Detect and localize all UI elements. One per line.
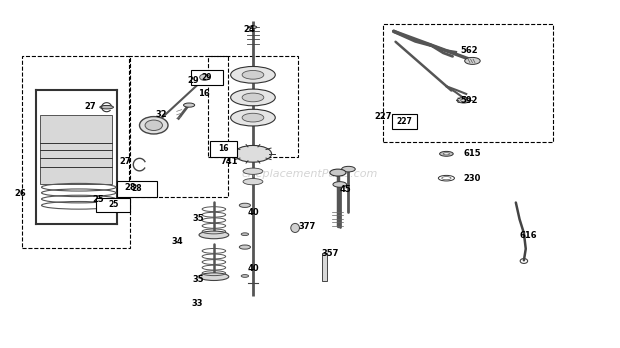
Ellipse shape <box>140 117 168 134</box>
Text: 16: 16 <box>198 89 210 98</box>
Text: 27: 27 <box>84 102 96 111</box>
Text: 35: 35 <box>193 214 205 223</box>
Text: 25: 25 <box>108 200 118 209</box>
Ellipse shape <box>231 66 275 83</box>
Ellipse shape <box>243 179 263 185</box>
Bar <box>96 198 130 212</box>
Bar <box>208 56 298 157</box>
Ellipse shape <box>231 109 275 126</box>
Bar <box>40 115 112 184</box>
Bar <box>210 141 237 157</box>
Ellipse shape <box>465 57 480 64</box>
Text: 357: 357 <box>321 249 339 258</box>
Text: 616: 616 <box>520 231 537 240</box>
Bar <box>191 70 223 85</box>
Text: 40: 40 <box>248 208 260 217</box>
Ellipse shape <box>333 182 347 187</box>
Text: 592: 592 <box>460 96 477 105</box>
Text: 33: 33 <box>192 299 203 308</box>
Ellipse shape <box>330 169 346 176</box>
Text: 562: 562 <box>460 46 477 55</box>
Text: 35: 35 <box>193 275 205 284</box>
Text: 227: 227 <box>396 117 412 126</box>
Ellipse shape <box>200 74 210 80</box>
Text: 230: 230 <box>464 174 481 183</box>
Text: 227: 227 <box>374 112 392 121</box>
Text: 29: 29 <box>187 76 199 85</box>
Text: 28: 28 <box>131 184 142 193</box>
Text: 26: 26 <box>14 189 26 198</box>
Ellipse shape <box>184 103 195 107</box>
Text: 24: 24 <box>243 25 255 34</box>
Ellipse shape <box>242 70 264 79</box>
Ellipse shape <box>342 166 355 172</box>
Ellipse shape <box>239 245 250 249</box>
Text: 377: 377 <box>299 222 316 231</box>
Ellipse shape <box>440 151 453 156</box>
Ellipse shape <box>196 72 213 82</box>
Text: 34: 34 <box>171 237 183 246</box>
Text: 40: 40 <box>248 264 260 273</box>
Ellipse shape <box>199 273 229 280</box>
Ellipse shape <box>242 113 264 122</box>
Ellipse shape <box>443 153 449 155</box>
Text: eReplacementParts.com: eReplacementParts.com <box>242 169 378 179</box>
Ellipse shape <box>234 145 272 162</box>
Ellipse shape <box>291 223 299 232</box>
Ellipse shape <box>243 168 263 174</box>
Text: 16: 16 <box>218 144 228 153</box>
Bar <box>117 181 157 197</box>
Text: 45: 45 <box>340 185 352 194</box>
FancyBboxPatch shape <box>322 253 327 281</box>
Text: 27: 27 <box>120 157 131 166</box>
Bar <box>22 56 130 248</box>
Ellipse shape <box>242 93 264 102</box>
Ellipse shape <box>239 203 250 207</box>
Ellipse shape <box>249 26 257 29</box>
Text: 29: 29 <box>202 73 212 82</box>
Text: 32: 32 <box>156 110 167 119</box>
Ellipse shape <box>241 275 249 277</box>
Ellipse shape <box>199 231 229 239</box>
Text: 741: 741 <box>220 157 237 166</box>
Ellipse shape <box>241 233 249 236</box>
Ellipse shape <box>231 89 275 106</box>
Text: 615: 615 <box>464 149 481 158</box>
Bar <box>383 24 553 142</box>
Bar <box>392 114 417 129</box>
Ellipse shape <box>461 99 467 102</box>
Text: 25: 25 <box>92 195 104 204</box>
Text: 28: 28 <box>124 183 136 192</box>
Ellipse shape <box>457 97 471 103</box>
Bar <box>129 56 228 197</box>
Ellipse shape <box>100 105 113 109</box>
Ellipse shape <box>145 120 162 130</box>
